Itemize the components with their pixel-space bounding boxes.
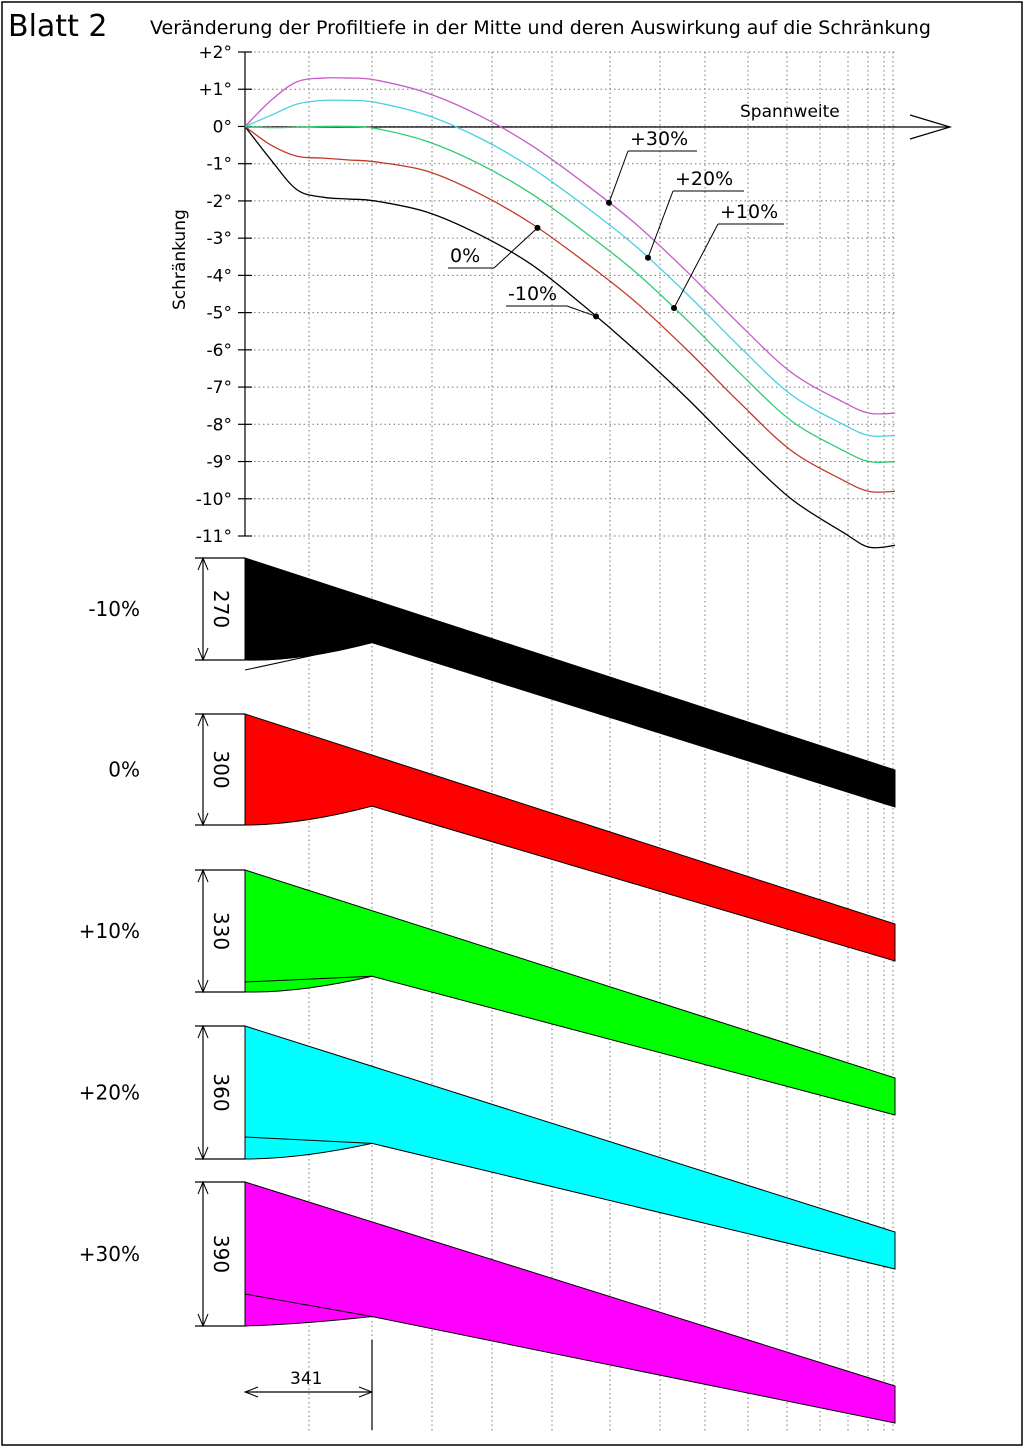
chord-arrow-top bbox=[197, 868, 209, 883]
profile-reference-line bbox=[244, 1136, 373, 1144]
callout-label: +20% bbox=[675, 168, 733, 190]
callout-leader bbox=[608, 150, 629, 203]
y-tick-label: -7° bbox=[207, 378, 232, 398]
y-tick-label: -8° bbox=[207, 415, 232, 435]
y-tick-label: -2° bbox=[207, 192, 232, 212]
y-tick-label: -4° bbox=[207, 266, 232, 286]
profile-reference-line bbox=[244, 975, 373, 983]
vertical-grid bbox=[308, 52, 894, 1432]
chord-arrow-top bbox=[197, 1024, 209, 1039]
callout-leader bbox=[647, 190, 674, 258]
profile-reference-line bbox=[244, 1293, 373, 1318]
y-tick-label: -1° bbox=[207, 155, 232, 175]
y-tick-label: +1° bbox=[198, 80, 232, 100]
profile-panel: 390 +30% bbox=[79, 1180, 896, 1424]
callout-label: +10% bbox=[720, 201, 778, 223]
chord-arrow-top bbox=[197, 712, 209, 727]
profile-reference-line bbox=[244, 642, 373, 671]
y-tick-label: -6° bbox=[207, 341, 232, 361]
y-tick-label: 0° bbox=[213, 117, 232, 137]
y-tick-label: -10° bbox=[196, 490, 232, 510]
chord-arrow-bottom bbox=[197, 647, 209, 662]
profile-panel: 360 +20% bbox=[79, 1024, 896, 1270]
y-tick-label: -9° bbox=[207, 453, 232, 473]
x-axis-label: Spannweite bbox=[740, 102, 840, 122]
profile-panel: 300 0% bbox=[108, 712, 896, 962]
profile-label: +20% bbox=[79, 1081, 140, 1105]
y-tick-label: -3° bbox=[207, 229, 232, 249]
chord-value: 300 bbox=[209, 750, 233, 788]
chord-value: 390 bbox=[209, 1235, 233, 1273]
profile-label: +10% bbox=[79, 919, 140, 943]
y-tick-label: +2° bbox=[198, 43, 232, 63]
chord-value: 330 bbox=[209, 912, 233, 950]
series-line bbox=[244, 126, 896, 549]
profile-panels: 270 -10% 300 0% 330 +10% 360 +20% 390 +30% bbox=[79, 556, 896, 1424]
series-line bbox=[244, 99, 896, 437]
sheet-label: Blatt 2 bbox=[8, 9, 107, 44]
chord-arrow-bottom bbox=[197, 812, 209, 827]
y-tick-label: -5° bbox=[207, 304, 232, 324]
profile-panel: 270 -10% bbox=[88, 556, 896, 808]
dimension-value: 341 bbox=[290, 1369, 322, 1389]
bottom-dimension: 341 bbox=[243, 1340, 374, 1430]
series-callouts: +30% +20% +10% 0% -10% bbox=[448, 128, 784, 320]
dimension-arrow-left bbox=[243, 1386, 259, 1398]
chord-arrow-bottom bbox=[197, 1313, 209, 1328]
series-line bbox=[244, 125, 896, 493]
callout-label: -10% bbox=[508, 283, 557, 305]
callout-label: +30% bbox=[630, 128, 688, 150]
sheet-title: Veränderung der Profiltiefe in der Mitte… bbox=[150, 17, 931, 39]
callout-leader bbox=[493, 227, 538, 269]
chord-value: 270 bbox=[209, 590, 233, 628]
chord-arrow-bottom bbox=[197, 979, 209, 994]
profile-shape bbox=[244, 713, 896, 962]
y-tick-label: -11° bbox=[196, 527, 232, 547]
callout-leader bbox=[566, 305, 597, 317]
series-line bbox=[244, 77, 896, 415]
y-ticks: +2° +1° 0° -1° -2° -3° -4° -5° -6° -7° -8° -9° -10° -… bbox=[196, 43, 252, 547]
callout-label: 0% bbox=[450, 245, 480, 267]
chord-arrow-top bbox=[197, 556, 209, 571]
twist-chart: Spannweite Schränkung +2° +1° 0° -1° -2° -3° -… bbox=[170, 43, 953, 549]
profile-panel: 330 +10% bbox=[79, 868, 896, 1116]
chord-arrow-top bbox=[197, 1180, 209, 1195]
chord-value: 360 bbox=[209, 1073, 233, 1111]
profile-label: -10% bbox=[88, 597, 140, 621]
series-line bbox=[244, 125, 896, 464]
profile-label: 0% bbox=[108, 758, 140, 782]
x-axis-arrow bbox=[909, 114, 953, 140]
chord-arrow-bottom bbox=[197, 1146, 209, 1161]
y-axis-label: Schränkung bbox=[170, 209, 190, 310]
callout-leader bbox=[673, 223, 719, 309]
profile-label: +30% bbox=[79, 1242, 140, 1266]
